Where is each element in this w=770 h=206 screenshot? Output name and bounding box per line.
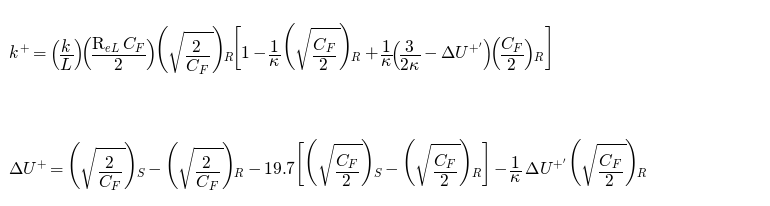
Text: $k^{+} = \left(\dfrac{k}{L}\right)\!\left(\dfrac{\mathrm{R}_{eL}\, C_F}{2}\right: $k^{+} = \left(\dfrac{k}{L}\right)\!\lef… (8, 22, 551, 77)
Text: $\Delta U^{+} = \left(\sqrt{\dfrac{2}{C_F}}\right)_{\!S} - \left(\sqrt{\dfrac{2}: $\Delta U^{+} = \left(\sqrt{\dfrac{2}{C_… (8, 137, 648, 193)
